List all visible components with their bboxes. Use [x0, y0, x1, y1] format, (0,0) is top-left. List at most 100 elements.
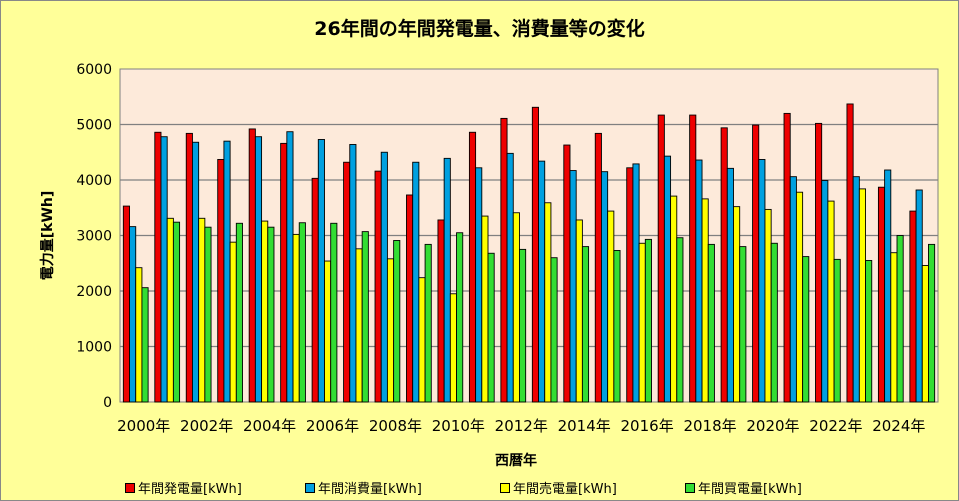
bar-1-2024年 — [877, 186, 886, 403]
bar-2-2019年 — [726, 167, 734, 403]
bar-3-2000年 — [135, 267, 143, 403]
bar-4-2019年 — [739, 246, 747, 403]
x-tick-label: 2014年 — [558, 417, 611, 435]
y-tick-label: 2000 — [76, 284, 112, 300]
x-tick-label: 2000年 — [117, 417, 170, 435]
bar-1-2016年 — [626, 167, 634, 403]
bar-2-2000年 — [129, 226, 137, 403]
legend-label: 年間消費量[kWh] — [318, 482, 422, 497]
legend-swatch — [125, 482, 135, 493]
bar-1-2005年 — [280, 142, 288, 403]
bar-4-2000年 — [141, 287, 149, 403]
x-tick-label: 2020年 — [746, 417, 799, 435]
x-tick-label: 2004年 — [243, 417, 296, 435]
bar-1-2010年 — [437, 219, 445, 403]
bar-4-2014年 — [581, 246, 590, 403]
y-tick-label: 5000 — [76, 118, 112, 134]
bar-3-2016年 — [638, 242, 646, 403]
bar-4-2006年 — [330, 222, 338, 403]
bar-1-2008年 — [374, 170, 382, 403]
bar-2-2025年 — [915, 189, 923, 403]
legend-swatch — [500, 482, 510, 493]
x-tick-label: 2012年 — [495, 417, 548, 435]
y-tick-label: 3000 — [76, 229, 112, 245]
bar-1-2004年 — [248, 128, 256, 403]
bar-3-2006年 — [324, 260, 332, 403]
bar-1-2020年 — [752, 124, 760, 403]
x-tick-label: 2002年 — [180, 417, 233, 435]
bar-2-2017年 — [663, 155, 672, 403]
legend-item: 年間消費量[kWh] — [305, 478, 422, 497]
bar-1-2023年 — [846, 103, 854, 403]
bar-3-2015年 — [607, 210, 615, 403]
bar-4-2001年 — [172, 221, 181, 403]
bar-3-2005年 — [292, 233, 300, 403]
bar-1-2000年 — [122, 205, 130, 403]
bar-4-2002年 — [204, 226, 212, 403]
bar-4-2013年 — [550, 257, 558, 403]
bar-3-2019年 — [733, 206, 741, 403]
bar-3-2010年 — [449, 293, 457, 403]
bar-3-2001年 — [166, 217, 174, 403]
y-tick-label: 1000 — [76, 340, 112, 356]
bar-3-2017年 — [670, 195, 678, 403]
bar-1-2012年 — [500, 117, 508, 403]
bar-3-2018年 — [701, 198, 709, 403]
bar-1-2003年 — [217, 159, 225, 403]
bar-3-2024年 — [890, 252, 898, 403]
x-tick-label: 2010年 — [432, 417, 485, 435]
bar-1-2011年 — [468, 131, 477, 403]
bar-3-2023年 — [858, 188, 866, 403]
bar-2-2020年 — [758, 159, 766, 403]
bar-4-2024年 — [896, 235, 904, 403]
x-tick-label: 2016年 — [621, 417, 674, 435]
bar-4-2015年 — [613, 250, 621, 403]
bar-4-2021年 — [802, 256, 810, 403]
bar-2-2009年 — [412, 161, 420, 403]
bar-1-2007年 — [343, 161, 351, 403]
bar-1-2009年 — [406, 194, 414, 403]
bar-2-2003年 — [223, 140, 231, 403]
bar-3-2013年 — [544, 202, 552, 403]
bar-4-2023年 — [865, 260, 873, 403]
bar-1-2015年 — [594, 132, 602, 403]
bar-2-2023年 — [852, 176, 860, 403]
bar-4-2016年 — [644, 238, 652, 403]
bar-1-2021年 — [783, 112, 791, 403]
bar-4-2022年 — [833, 258, 841, 403]
legend-item: 年間売電量[kWh] — [500, 478, 617, 497]
bar-4-2003年 — [235, 222, 243, 403]
y-tick-label: 6000 — [76, 62, 112, 78]
bar-2-2004年 — [254, 136, 263, 403]
chart-title: 26年間の年間発電量、消費量等の変化 — [314, 18, 645, 40]
legend-swatch — [685, 482, 695, 493]
bar-4-2005年 — [298, 222, 306, 403]
legend-label: 年間売電量[kWh] — [513, 482, 617, 497]
bar-3-2025年 — [921, 265, 929, 403]
bar-3-2020年 — [764, 208, 772, 403]
bar-4-2008年 — [393, 240, 401, 403]
bar-1-2006年 — [311, 177, 319, 403]
bar-1-2022年 — [815, 122, 823, 403]
bar-4-2017年 — [676, 237, 684, 403]
bar-2-2005年 — [286, 131, 294, 403]
bar-2-2018年 — [695, 159, 703, 403]
bar-1-2019年 — [720, 127, 728, 403]
y-tick-label: 0 — [103, 395, 112, 411]
bar-4-2007年 — [361, 231, 369, 403]
x-axis-label: 西暦年 — [495, 452, 537, 469]
bar-2-2002年 — [192, 141, 200, 403]
bar-2-2010年 — [443, 157, 451, 403]
bar-2-2022年 — [821, 180, 829, 403]
bar-3-2022年 — [827, 200, 835, 403]
bar-3-2014年 — [575, 219, 583, 403]
bar-3-2007年 — [355, 248, 363, 403]
bar-2-2021年 — [789, 176, 797, 403]
bar-4-2025年 — [928, 243, 936, 403]
bar-1-2025年 — [909, 210, 917, 403]
bar-2-2016年 — [632, 163, 640, 403]
bar-2-2012年 — [506, 152, 514, 403]
bar-2-2024年 — [884, 169, 892, 403]
bar-3-2011年 — [481, 215, 489, 403]
y-axis-label: 電力量[kWh] — [39, 191, 56, 281]
